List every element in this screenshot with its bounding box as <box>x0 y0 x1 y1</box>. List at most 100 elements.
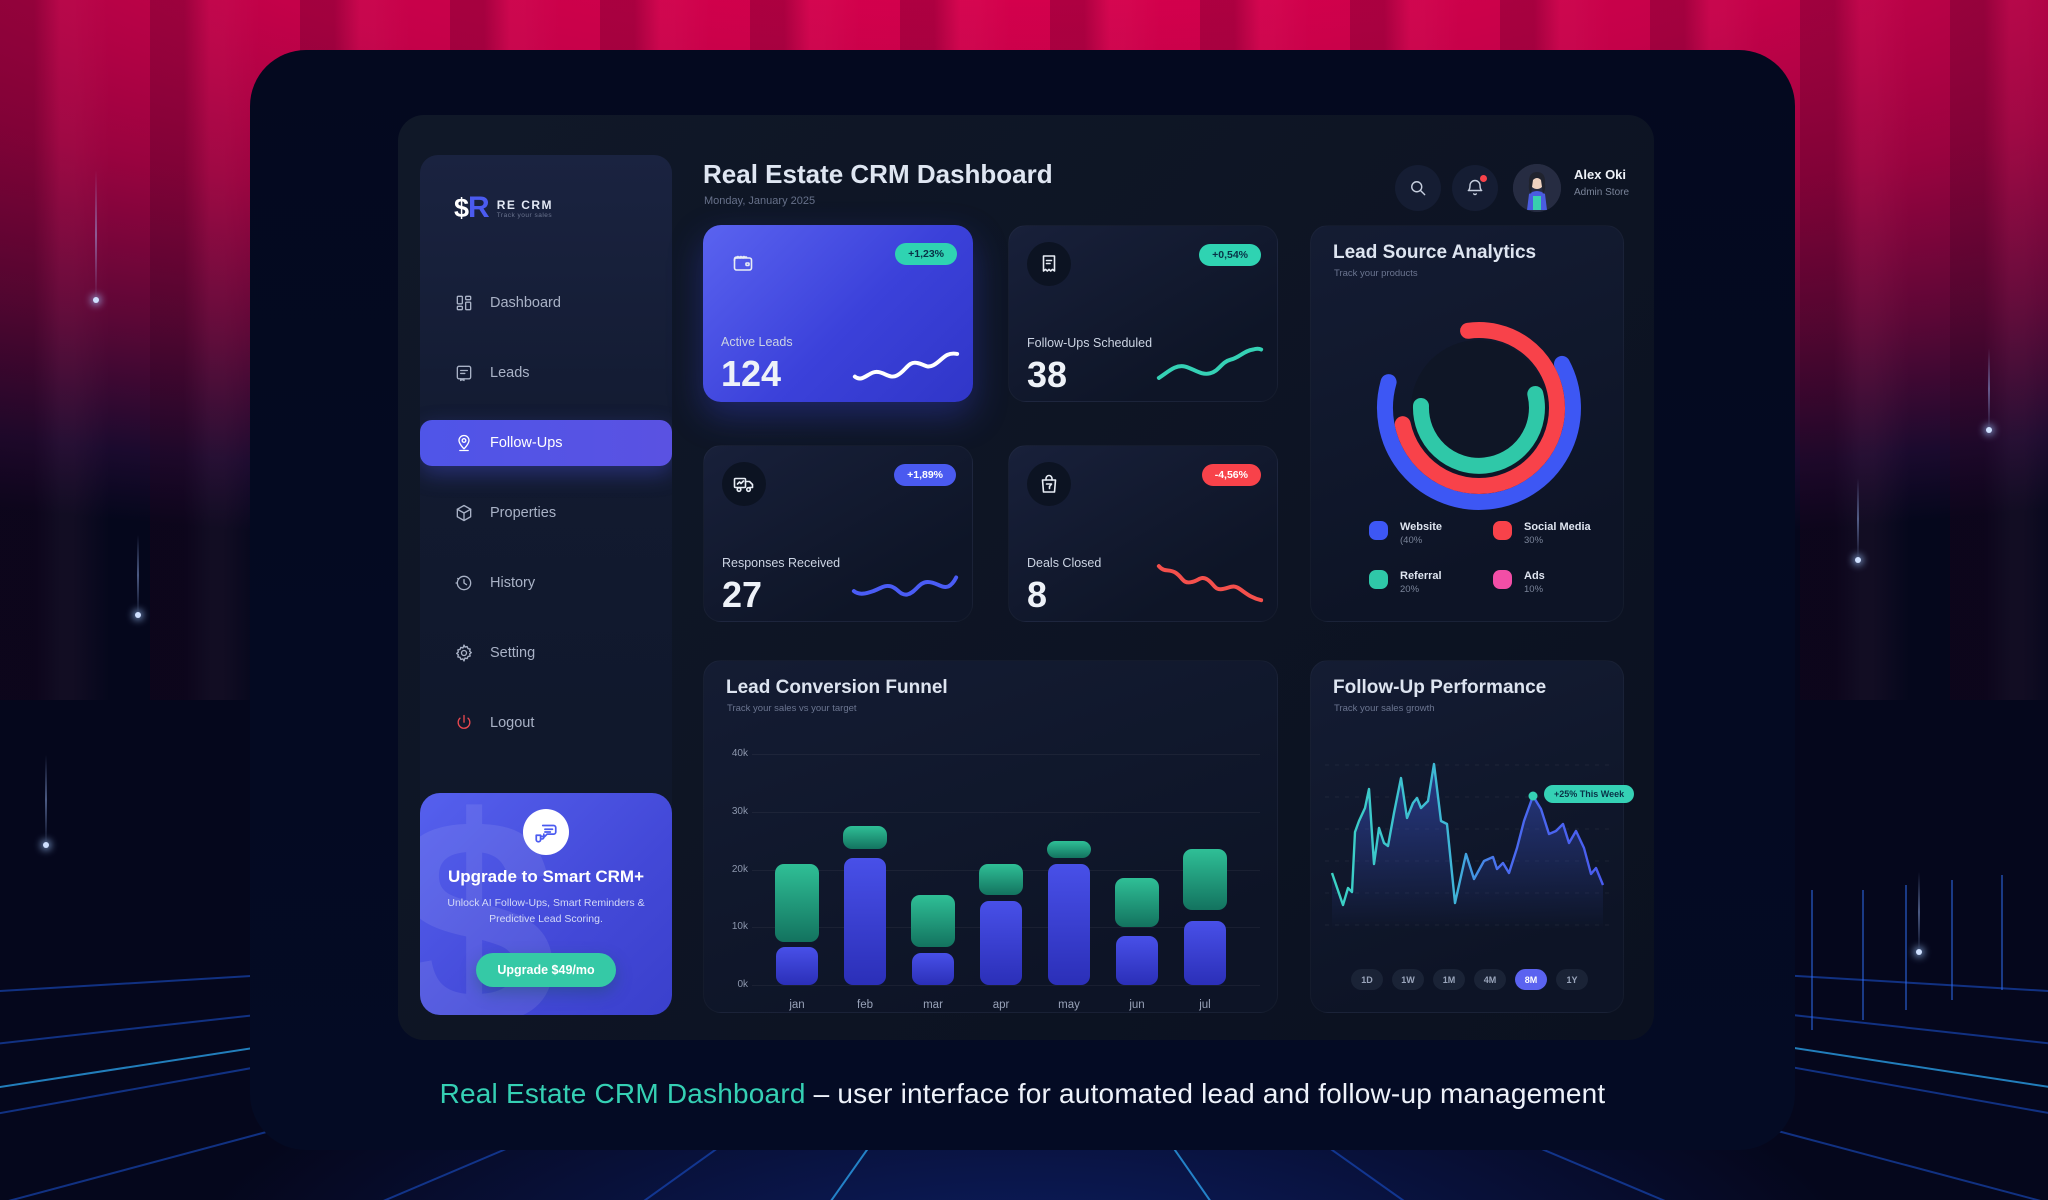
legend-swatch <box>1369 570 1388 589</box>
bar-sales-jan <box>776 947 818 985</box>
stat-label: Active Leads <box>721 335 793 349</box>
x-tick-label: jul <box>1199 999 1211 1011</box>
legend-percent: 10% <box>1524 584 1544 595</box>
legend-text: Ads 10% <box>1524 570 1545 595</box>
x-tick-label: feb <box>857 999 873 1011</box>
sidebar-item-label: Leads <box>490 365 530 381</box>
y-tick-label: 10k <box>731 921 748 933</box>
bag-icon <box>1027 462 1071 506</box>
sidebar-item-dashboard[interactable]: Dashboard <box>420 280 672 326</box>
upgrade-body: Unlock AI Follow-Ups, Smart Reminders & … <box>447 897 645 926</box>
sidebar-item-follow-ups[interactable]: Follow-Ups <box>420 420 672 466</box>
upgrade-card: $ Upgrade to Smart CRM+ Unlock AI Follow… <box>420 793 672 1015</box>
donut-arc-social-media <box>1394 322 1565 494</box>
bar-sales-jul <box>1184 921 1226 985</box>
stat-card-responses-received: +1,89% Responses Received 27 <box>703 445 973 622</box>
stat-badge: +0,54% <box>1199 244 1261 266</box>
wallet-icon <box>721 241 765 285</box>
legend-swatch <box>1493 521 1512 540</box>
stat-label: Responses Received <box>722 556 841 570</box>
x-tick-label: apr <box>992 999 1010 1011</box>
range-pill-8m[interactable]: 8M <box>1515 969 1547 990</box>
annotation-badge: +25% This Week <box>1544 785 1635 803</box>
chat-icon <box>523 809 569 855</box>
stat-badge: +1,23% <box>895 243 957 265</box>
stat-value: 38 <box>1027 354 1068 395</box>
peak-dot <box>1528 791 1538 801</box>
legend-text: Website (40% <box>1400 521 1442 546</box>
light-streak <box>93 170 99 303</box>
x-tick-label: mar <box>923 999 943 1011</box>
bar-target-feb <box>843 826 887 850</box>
sidebar-item-label: Follow-Ups <box>490 435 563 451</box>
legend-label: Referral <box>1400 570 1442 582</box>
upgrade-title: Upgrade to Smart CRM+ <box>448 867 644 886</box>
x-tick-label: jan <box>789 999 805 1011</box>
caption: Real Estate CRM Dashboard – user interfa… <box>250 1078 1795 1110</box>
gridline <box>752 754 1260 755</box>
sidebar-item-label: Logout <box>490 715 535 731</box>
sidebar-item-history[interactable]: History <box>420 560 672 606</box>
bar-sales-mar <box>912 953 954 985</box>
notifications-button[interactable] <box>1452 165 1498 211</box>
legend-item-website: Website (40% <box>1369 521 1442 546</box>
line-area <box>1332 764 1603 929</box>
range-pill-4m[interactable]: 4M <box>1474 969 1506 990</box>
legend-label: Social Media <box>1524 521 1591 533</box>
legend-swatch <box>1493 570 1512 589</box>
sidebar-item-setting[interactable]: Setting <box>420 630 672 676</box>
lead-source-analytics-panel: Lead Source Analytics Track your product… <box>1310 225 1624 622</box>
sidebar-item-label: History <box>490 575 536 591</box>
stat-card-followups-scheduled: +0,54% Follow-Ups Scheduled 38 <box>1008 225 1278 402</box>
bar-sales-apr <box>980 901 1022 985</box>
bar-target-may <box>1047 840 1091 858</box>
logo-name: RE CRM <box>496 197 554 212</box>
light-streak <box>135 535 141 618</box>
panel-title: Lead Source Analytics <box>1333 242 1537 263</box>
history-icon <box>454 573 474 593</box>
range-pill-1d[interactable]: 1D <box>1351 969 1383 990</box>
stat-value: 8 <box>1027 574 1048 615</box>
sidebar-item-leads[interactable]: Leads <box>420 350 672 396</box>
range-pill-1w[interactable]: 1W <box>1392 969 1424 990</box>
legend-item-ads: Ads 10% <box>1493 570 1545 595</box>
x-tick-label: may <box>1058 999 1080 1011</box>
gridline <box>752 985 1260 986</box>
stat-badge: -4,56% <box>1201 464 1261 486</box>
logo-mark: $R <box>454 191 490 224</box>
search-button[interactable] <box>1395 165 1441 211</box>
stat-value: 27 <box>722 574 763 615</box>
caption-highlight: Real Estate CRM Dashboard <box>439 1078 806 1109</box>
avatar[interactable] <box>1513 164 1561 212</box>
truck-icon <box>722 462 766 506</box>
sidebar-item-properties[interactable]: Properties <box>420 490 672 536</box>
donut-arc-referral <box>1412 386 1545 474</box>
range-pill-1m[interactable]: 1M <box>1433 969 1465 990</box>
range-pill-1y[interactable]: 1Y <box>1556 969 1588 990</box>
sidebar-item-logout[interactable]: Logout <box>420 700 672 746</box>
sparkline <box>1156 346 1264 380</box>
app-logo: $R RE CRM Track your sales <box>454 191 553 225</box>
bar-target-mar <box>911 895 955 948</box>
bar-sales-jun <box>1116 935 1158 985</box>
stat-label: Follow-Ups Scheduled <box>1027 336 1153 350</box>
stat-value: 124 <box>721 353 782 394</box>
stat-card-deals-closed: -4,56% Deals Closed 8 <box>1008 445 1278 622</box>
upgrade-button[interactable]: Upgrade $49/mo <box>476 953 616 987</box>
panel-subtitle: Track your sales growth <box>1334 703 1435 714</box>
power-icon <box>454 713 474 733</box>
legend-label: Ads <box>1524 570 1545 582</box>
legend-percent: 30% <box>1524 535 1544 546</box>
sidebar-item-label: Properties <box>490 505 557 521</box>
panel-subtitle: Track your products <box>1334 268 1418 279</box>
sidebar-item-label: Setting <box>490 645 536 661</box>
bar-sales-may <box>1048 863 1090 985</box>
sidebar-item-label: Dashboard <box>490 295 561 311</box>
y-tick-label: 30k <box>731 805 748 817</box>
sparkline <box>851 575 959 597</box>
donut-arc-website <box>1376 355 1581 510</box>
app-window: $R RE CRM Track your sales Dashboard Lead… <box>250 50 1795 1150</box>
bar-target-apr <box>979 863 1023 896</box>
stat-label: Deals Closed <box>1027 556 1102 570</box>
